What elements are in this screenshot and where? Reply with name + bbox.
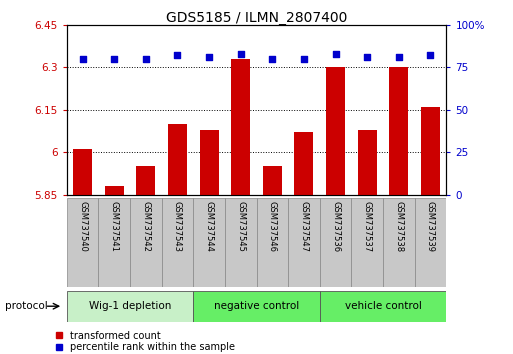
Bar — [130, 198, 162, 287]
Point — [394, 54, 403, 60]
Point — [205, 54, 213, 60]
Bar — [231, 59, 250, 195]
Bar — [105, 186, 124, 195]
Text: GSM737542: GSM737542 — [141, 201, 150, 252]
Point — [363, 54, 371, 60]
Text: GSM737545: GSM737545 — [236, 201, 245, 252]
Bar — [67, 291, 193, 321]
Bar — [383, 198, 415, 287]
Bar — [256, 198, 288, 287]
Bar — [67, 198, 98, 287]
Text: Wig-1 depletion: Wig-1 depletion — [89, 301, 171, 311]
Point — [300, 56, 308, 62]
Point — [268, 56, 277, 62]
Point — [236, 51, 245, 57]
Text: GSM737536: GSM737536 — [331, 201, 340, 252]
Point — [331, 51, 340, 57]
Bar — [294, 132, 313, 195]
Text: GSM737544: GSM737544 — [205, 201, 213, 252]
Bar — [351, 198, 383, 287]
Text: GSM737547: GSM737547 — [300, 201, 308, 252]
Bar — [136, 166, 155, 195]
Text: GSM737540: GSM737540 — [78, 201, 87, 252]
Text: GSM737538: GSM737538 — [394, 201, 403, 252]
Text: GSM737543: GSM737543 — [173, 201, 182, 252]
Bar — [320, 198, 351, 287]
Bar — [193, 291, 320, 321]
Point — [78, 56, 87, 62]
Bar — [73, 149, 92, 195]
Bar — [415, 198, 446, 287]
Point — [110, 56, 118, 62]
Text: vehicle control: vehicle control — [345, 301, 422, 311]
Bar — [162, 198, 193, 287]
Bar — [168, 124, 187, 195]
Text: GDS5185 / ILMN_2807400: GDS5185 / ILMN_2807400 — [166, 11, 347, 25]
Bar — [225, 198, 256, 287]
Bar — [326, 67, 345, 195]
Text: GSM737541: GSM737541 — [110, 201, 119, 252]
Bar — [389, 67, 408, 195]
Bar — [98, 198, 130, 287]
Bar — [193, 198, 225, 287]
Bar — [200, 130, 219, 195]
Text: GSM737539: GSM737539 — [426, 201, 435, 252]
Legend: transformed count, percentile rank within the sample: transformed count, percentile rank withi… — [56, 331, 235, 353]
Bar — [263, 166, 282, 195]
Text: GSM737546: GSM737546 — [268, 201, 277, 252]
Bar — [358, 130, 377, 195]
Text: protocol: protocol — [5, 301, 48, 311]
Point — [173, 52, 182, 58]
Bar — [421, 107, 440, 195]
Point — [426, 52, 435, 58]
Bar — [288, 198, 320, 287]
Text: GSM737537: GSM737537 — [363, 201, 372, 252]
Text: negative control: negative control — [214, 301, 299, 311]
Point — [142, 56, 150, 62]
Bar — [320, 291, 446, 321]
